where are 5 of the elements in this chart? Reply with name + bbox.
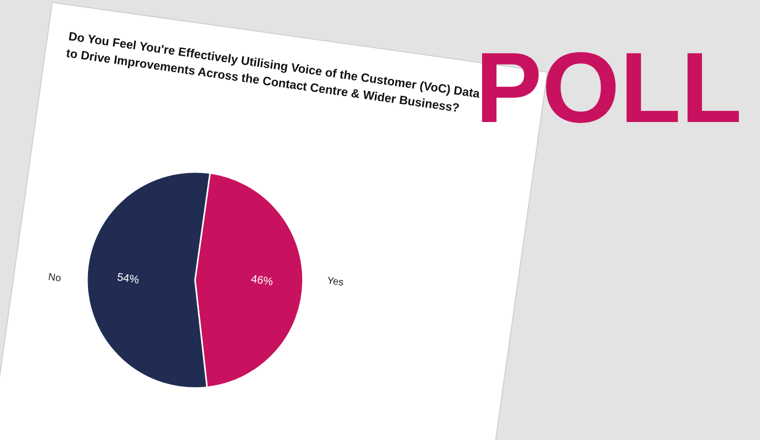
- chart-title: Do You Feel You're Effectively Utilising Voice of the Customer (VoC) Data to Drive Improvements Across the Contact Centre & Wider Business?: [65, 29, 481, 116]
- slice-label: Yes: [326, 276, 344, 289]
- slice-label: No: [47, 272, 62, 285]
- data-label: 46%: [250, 273, 274, 288]
- data-label: 54%: [116, 272, 140, 286]
